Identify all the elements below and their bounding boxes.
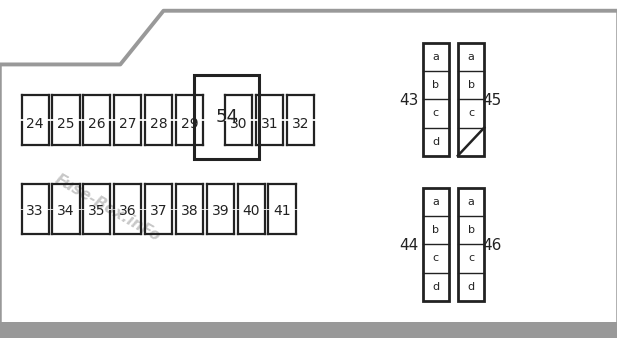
Text: 35: 35 [88, 204, 106, 218]
Text: 25: 25 [57, 116, 75, 131]
Text: d: d [433, 137, 439, 147]
Text: a: a [433, 52, 439, 62]
Text: b: b [468, 225, 474, 235]
Text: a: a [468, 197, 474, 207]
Text: 34: 34 [57, 204, 75, 218]
Text: c: c [468, 108, 474, 118]
Text: a: a [433, 197, 439, 207]
Text: 44: 44 [399, 238, 419, 253]
Text: 46: 46 [482, 238, 502, 253]
Bar [423, 43, 449, 156]
Text: c: c [468, 253, 474, 263]
Bar [458, 188, 484, 301]
Text: 54: 54 [215, 108, 238, 126]
Text: 41: 41 [273, 204, 291, 218]
Text: 36: 36 [119, 204, 136, 218]
Text: 37: 37 [150, 204, 167, 218]
Text: Fuse-Box.inFo: Fuse-Box.inFo [52, 171, 164, 244]
Text: 30: 30 [230, 116, 247, 131]
Text: d: d [468, 282, 474, 292]
Bar [0, 322, 617, 338]
Text: 31: 31 [261, 116, 278, 131]
Text: 43: 43 [399, 93, 419, 108]
Text: b: b [433, 80, 439, 90]
Text: b: b [468, 80, 474, 90]
Text: a: a [468, 52, 474, 62]
Text: 24: 24 [27, 116, 44, 131]
Text: 38: 38 [181, 204, 198, 218]
Text: 33: 33 [27, 204, 44, 218]
Text: 28: 28 [150, 116, 167, 131]
Bar [194, 75, 259, 159]
Text: 39: 39 [212, 204, 229, 218]
Text: 32: 32 [292, 116, 309, 131]
Text: 40: 40 [242, 204, 260, 218]
Text: 45: 45 [482, 93, 502, 108]
Text: c: c [433, 108, 439, 118]
Text: 26: 26 [88, 116, 106, 131]
Text: 29: 29 [181, 116, 198, 131]
Text: 27: 27 [119, 116, 136, 131]
Bar [423, 188, 449, 301]
Text: d: d [433, 282, 439, 292]
Bar [458, 43, 484, 156]
Text: b: b [433, 225, 439, 235]
Text: c: c [433, 253, 439, 263]
